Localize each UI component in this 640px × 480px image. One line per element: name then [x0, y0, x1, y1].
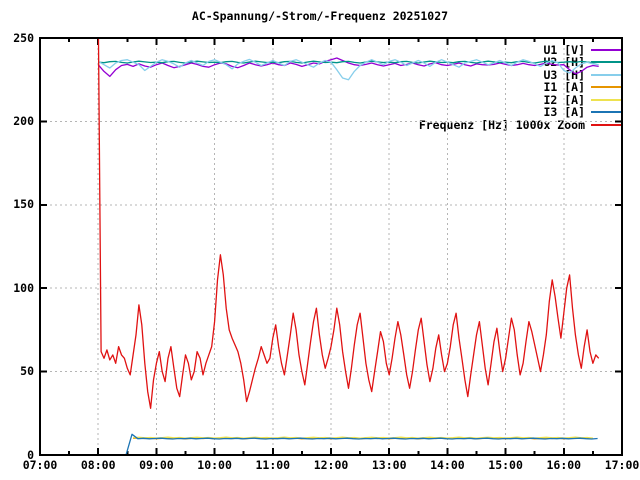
legend-swatch-u1: [591, 48, 621, 51]
legend-swatch-freq: [591, 123, 621, 126]
chart-title: AC-Spannung/-Strom/-Frequenz 20251027: [191, 9, 449, 23]
series-line-u2: [98, 60, 599, 64]
series-line-i3: [125, 433, 598, 454]
legend-row-u3: U3 [H]: [0, 67, 640, 82]
series-line-freq: [97, 39, 600, 409]
series-line-i2: [133, 436, 593, 439]
legend-row-u1: U1 [V]: [0, 42, 640, 57]
legend-label-u1: U1 [V]: [543, 42, 585, 57]
plot-border: [39, 37, 623, 456]
legend-label-i2: I2 [A]: [543, 92, 585, 107]
legend-swatch-i1: [591, 86, 621, 88]
legend-label-i1: I1 [A]: [543, 80, 585, 94]
legend-swatch-i3: [591, 111, 621, 113]
legend-label-i3: I3 [A]: [543, 105, 585, 119]
legend-swatch-u3: [591, 73, 621, 76]
legend-row-i1: I1 [A]: [0, 81, 640, 94]
legend-label-u3: U3 [H]: [543, 67, 585, 82]
legend-swatch-i2: [591, 98, 621, 101]
legend-row-i2: I2 [A]: [0, 92, 640, 107]
legend-swatch-u2: [591, 61, 621, 63]
legend-row-i3: I3 [A]: [0, 106, 640, 119]
series-line-u3: [97, 58, 599, 81]
